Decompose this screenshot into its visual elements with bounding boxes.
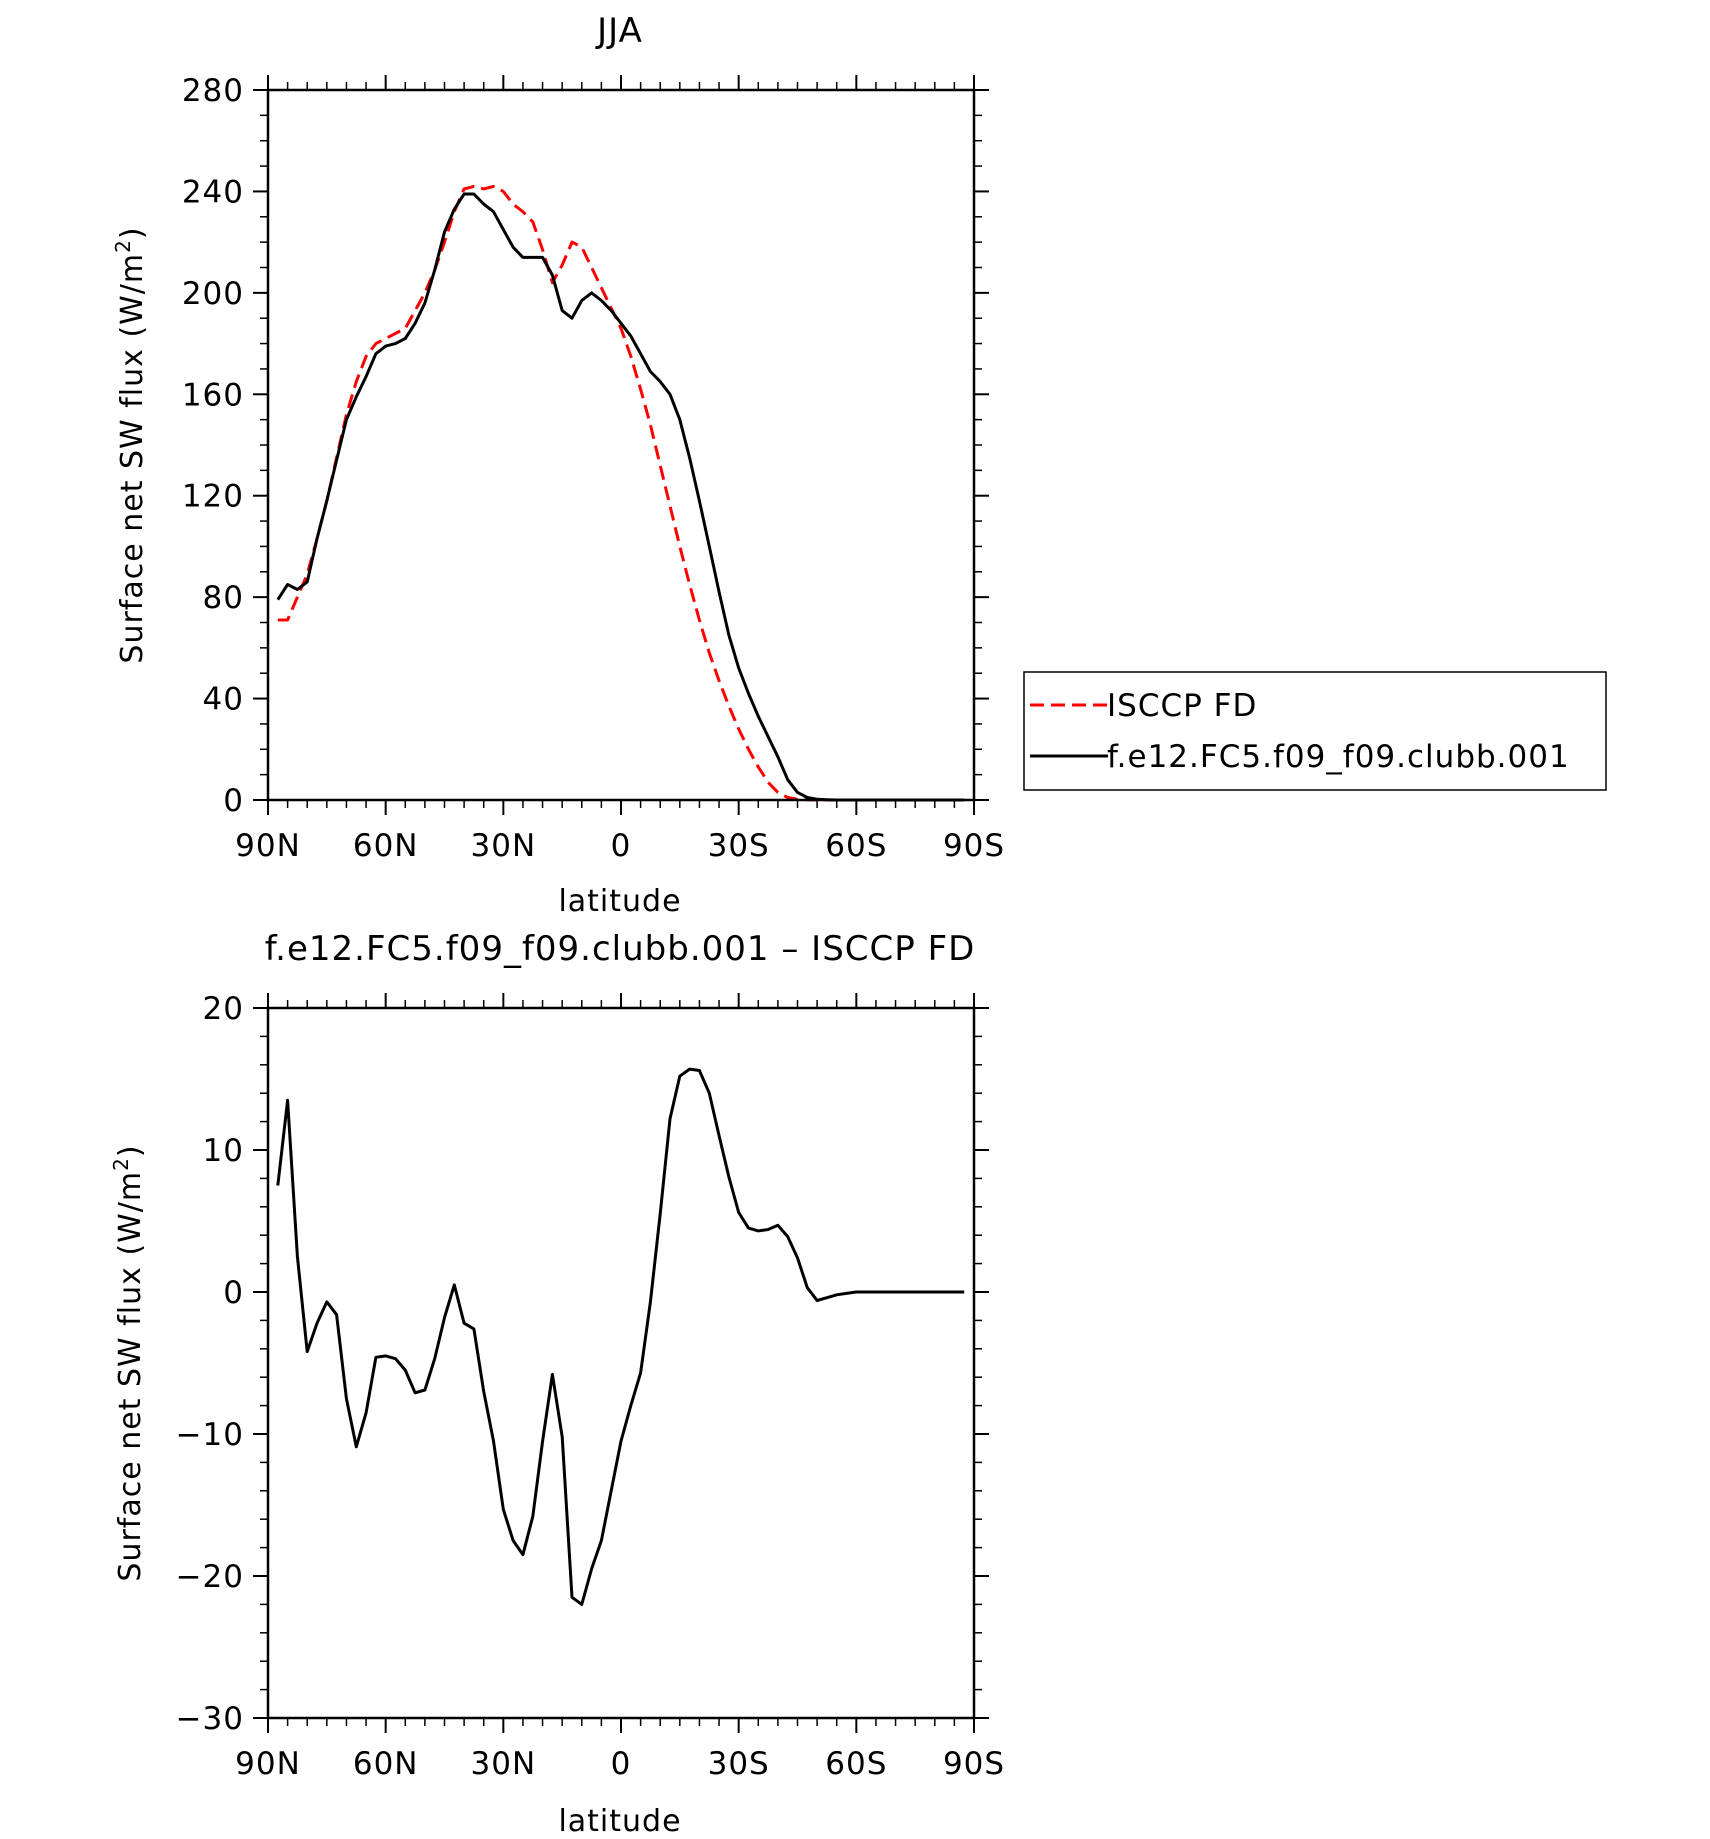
plot-frame xyxy=(266,1006,976,1720)
x-tick-label: 30S xyxy=(708,828,770,864)
x-tick-label: 30N xyxy=(471,828,537,864)
y-tick-label: 40 xyxy=(203,682,244,718)
x-axis-label: latitude xyxy=(558,884,681,919)
y-tick-label: 0 xyxy=(223,1275,244,1311)
y-tick-label: −30 xyxy=(176,1701,244,1737)
y-tick-label: −10 xyxy=(176,1417,244,1453)
x-tick-label: 90S xyxy=(943,1746,1005,1782)
y-tick-label: 120 xyxy=(182,479,244,515)
x-tick-label: 30N xyxy=(471,1746,537,1782)
x-tick-label: 0 xyxy=(611,1746,632,1782)
x-tick-label: 60N xyxy=(353,1746,419,1782)
y-tick-label: 80 xyxy=(203,580,244,616)
x-tick-label: 0 xyxy=(611,828,632,864)
legend-box xyxy=(1023,671,1607,791)
series-line-difference xyxy=(276,1067,965,1606)
y-axis-label: Surface net SW flux (W/m2) xyxy=(111,226,150,663)
y-tick-label: −20 xyxy=(176,1559,244,1595)
legend: ISCCP FD f.e12.FC5.f09_f09.clubb.001 xyxy=(1023,671,1607,791)
axis-ticks: 90N 60N 30N 0 30S 60S 90S 0 40 80 120 160 200 240 280 xyxy=(182,73,1005,864)
legend-label-model: f.e12.FC5.f09_f09.clubb.001 xyxy=(1107,739,1570,775)
x-tick-label: 60S xyxy=(825,828,887,864)
series-line-isccp-fd xyxy=(277,184,965,802)
x-tick-label: 60S xyxy=(825,1746,887,1782)
y-tick-label: 160 xyxy=(182,377,244,413)
chart-title: JJA xyxy=(595,11,643,51)
bottom-chart: f.e12.FC5.f09_f09.clubb.001 – ISCCP FD l… xyxy=(109,929,1005,1839)
y-axis-label: Surface net SW flux (W/m2) xyxy=(109,1144,148,1581)
plot-frame xyxy=(266,88,976,802)
y-tick-label: 240 xyxy=(182,174,244,210)
x-tick-label: 90S xyxy=(943,828,1005,864)
x-axis-label: latitude xyxy=(558,1804,681,1839)
y-tick-label: 0 xyxy=(223,783,244,819)
x-tick-label: 30S xyxy=(708,1746,770,1782)
x-tick-label: 90N xyxy=(235,1746,301,1782)
axis-ticks: 90N 60N 30N 0 30S 60S 90S −30 −20 −10 0 10 20 xyxy=(176,991,1005,1782)
x-tick-label: 60N xyxy=(353,828,419,864)
series-group xyxy=(276,1067,965,1606)
y-tick-label: 200 xyxy=(182,276,244,312)
y-tick-label: 20 xyxy=(203,991,244,1027)
top-chart: JJA latitude Surface net SW flux (W/m2) … xyxy=(111,11,1005,919)
y-tick-label: 10 xyxy=(203,1133,244,1169)
series-group xyxy=(276,184,965,802)
chart-title: f.e12.FC5.f09_f09.clubb.001 – ISCCP FD xyxy=(265,929,976,969)
y-tick-label: 280 xyxy=(182,73,244,109)
series-line-f-e12-fc5-f09-f09-clubb-001 xyxy=(276,192,965,802)
legend-label-isccp: ISCCP FD xyxy=(1107,688,1257,724)
x-tick-label: 90N xyxy=(235,828,301,864)
